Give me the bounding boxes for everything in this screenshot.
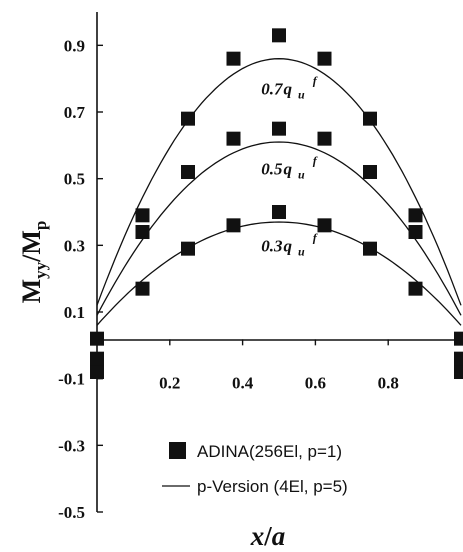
data-point: [226, 131, 241, 146]
load-annotation: 0.3q uf: [261, 230, 317, 258]
series-curve: [96, 58, 462, 306]
x-axis-label: x/a: [250, 521, 286, 551]
data-point: [226, 218, 241, 233]
data-point: [90, 365, 104, 379]
y-tick-label: -0.1: [58, 370, 85, 389]
x-tick-label: 0.2: [159, 373, 180, 392]
data-point: [90, 331, 104, 346]
data-point: [272, 121, 286, 136]
data-point: [272, 205, 286, 219]
y-tick-label: 0.3: [64, 236, 85, 255]
y-tick-label: 0.1: [64, 303, 85, 322]
ylabel-sub1: yy: [31, 261, 50, 279]
data-point: [135, 225, 150, 239]
series-curve: [96, 141, 462, 316]
ylabel-sub2: p: [31, 221, 50, 230]
data-point: [408, 225, 423, 239]
y-tick-label: 0.9: [64, 36, 85, 55]
legend-marker-square: [169, 442, 186, 459]
data-point: [181, 111, 195, 126]
data-point: [317, 218, 332, 233]
y-tick-label: -0.5: [58, 503, 85, 522]
load-annotation: 0.5q uf: [261, 154, 317, 182]
ylabel-main: M: [17, 279, 46, 304]
y-tick-label: 0.7: [64, 103, 86, 122]
y-ticks: 0.9 0.7 0.5 0.3 0.1 -0.1 -0.3 -0.5: [58, 36, 103, 522]
data-point: [135, 208, 150, 223]
y-tick-label: 0.5: [64, 170, 85, 189]
data-point: [363, 241, 377, 256]
xlabel-main: x: [250, 521, 265, 551]
x-tick-label: 0.8: [378, 373, 399, 392]
data-point: [226, 51, 241, 66]
legend-label-adina: ADINA(256El, p=1): [197, 442, 342, 461]
load-annotation: 0.7q uf: [261, 74, 317, 102]
data-point: [408, 281, 423, 296]
series-curve: [96, 221, 462, 326]
data-point: [317, 131, 332, 146]
data-point: [181, 241, 195, 256]
data-point: [90, 351, 104, 366]
xlabel-slash: /: [263, 521, 272, 551]
data-point: [408, 208, 423, 223]
curves: [96, 58, 462, 326]
axes: [96, 12, 461, 512]
data-point: [363, 111, 377, 126]
data-point: [454, 365, 463, 379]
ylabel-slash: /M: [17, 230, 46, 263]
data-point: [317, 51, 332, 66]
y-axis-label: Myy/Mp: [17, 221, 50, 304]
markers: [90, 28, 463, 379]
svg-text:Myy/Mp: Myy/Mp: [17, 221, 50, 304]
data-point: [135, 281, 150, 296]
data-point: [272, 28, 286, 43]
legend: ADINA(256El, p=1) p-Version (4El, p=5): [162, 442, 348, 496]
legend-label-pversion: p-Version (4El, p=5): [197, 477, 348, 496]
xlabel-sub: a: [272, 521, 286, 551]
annotations: 0.7q uf 0.5q uf 0.3q uf: [261, 74, 317, 259]
data-point: [181, 165, 195, 179]
y-tick-label: -0.3: [58, 436, 85, 455]
data-point: [454, 331, 463, 346]
x-tick-label: 0.6: [305, 373, 326, 392]
data-point: [363, 165, 377, 179]
x-tick-label: 0.4: [232, 373, 254, 392]
x-ticks: 0.2 0.4 0.6 0.8: [159, 339, 399, 392]
data-point: [454, 351, 463, 366]
